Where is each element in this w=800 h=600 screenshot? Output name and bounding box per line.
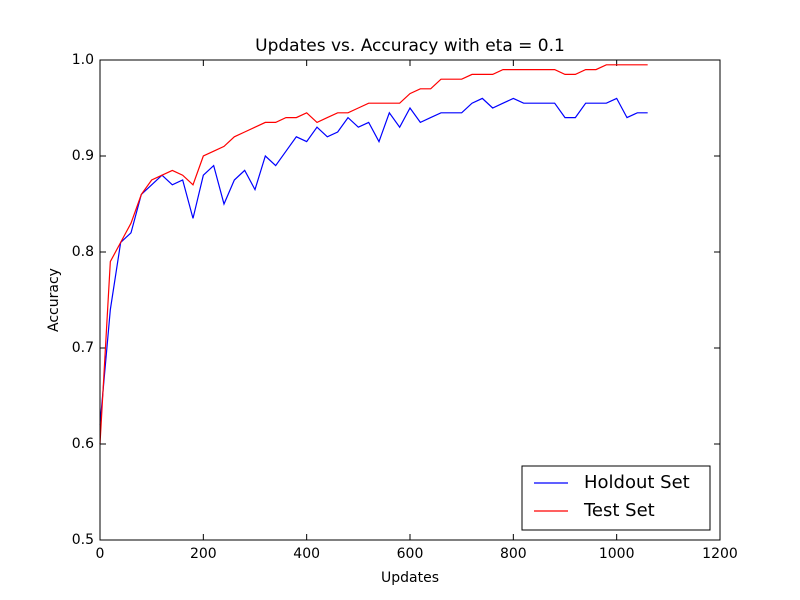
y-axis-label: Accuracy bbox=[46, 268, 62, 332]
chart-title: Updates vs. Accuracy with eta = 0.1 bbox=[255, 36, 565, 56]
legend-label: Holdout Set bbox=[584, 472, 690, 493]
y-tick-label: 0.5 bbox=[72, 532, 94, 548]
x-axis-label: Updates bbox=[381, 570, 439, 586]
y-tick-label: 0.7 bbox=[72, 340, 94, 356]
legend-label: Test Set bbox=[583, 500, 655, 521]
x-tick-label: 0 bbox=[96, 546, 105, 562]
y-tick-label: 0.9 bbox=[72, 148, 94, 164]
x-tick-label: 600 bbox=[397, 546, 424, 562]
y-tick-label: 0.6 bbox=[72, 436, 94, 452]
x-tick-label: 400 bbox=[293, 546, 320, 562]
x-tick-label: 200 bbox=[190, 546, 217, 562]
x-tick-label: 1000 bbox=[599, 546, 635, 562]
y-tick-label: 1.0 bbox=[72, 52, 94, 68]
plot-frame bbox=[99, 59, 721, 541]
legend-box bbox=[521, 465, 711, 531]
data-line bbox=[99, 97, 648, 425]
data-line bbox=[99, 64, 648, 445]
x-tick-label: 800 bbox=[500, 546, 527, 562]
x-tick-label: 1200 bbox=[702, 546, 738, 562]
y-tick-label: 0.8 bbox=[72, 244, 94, 260]
